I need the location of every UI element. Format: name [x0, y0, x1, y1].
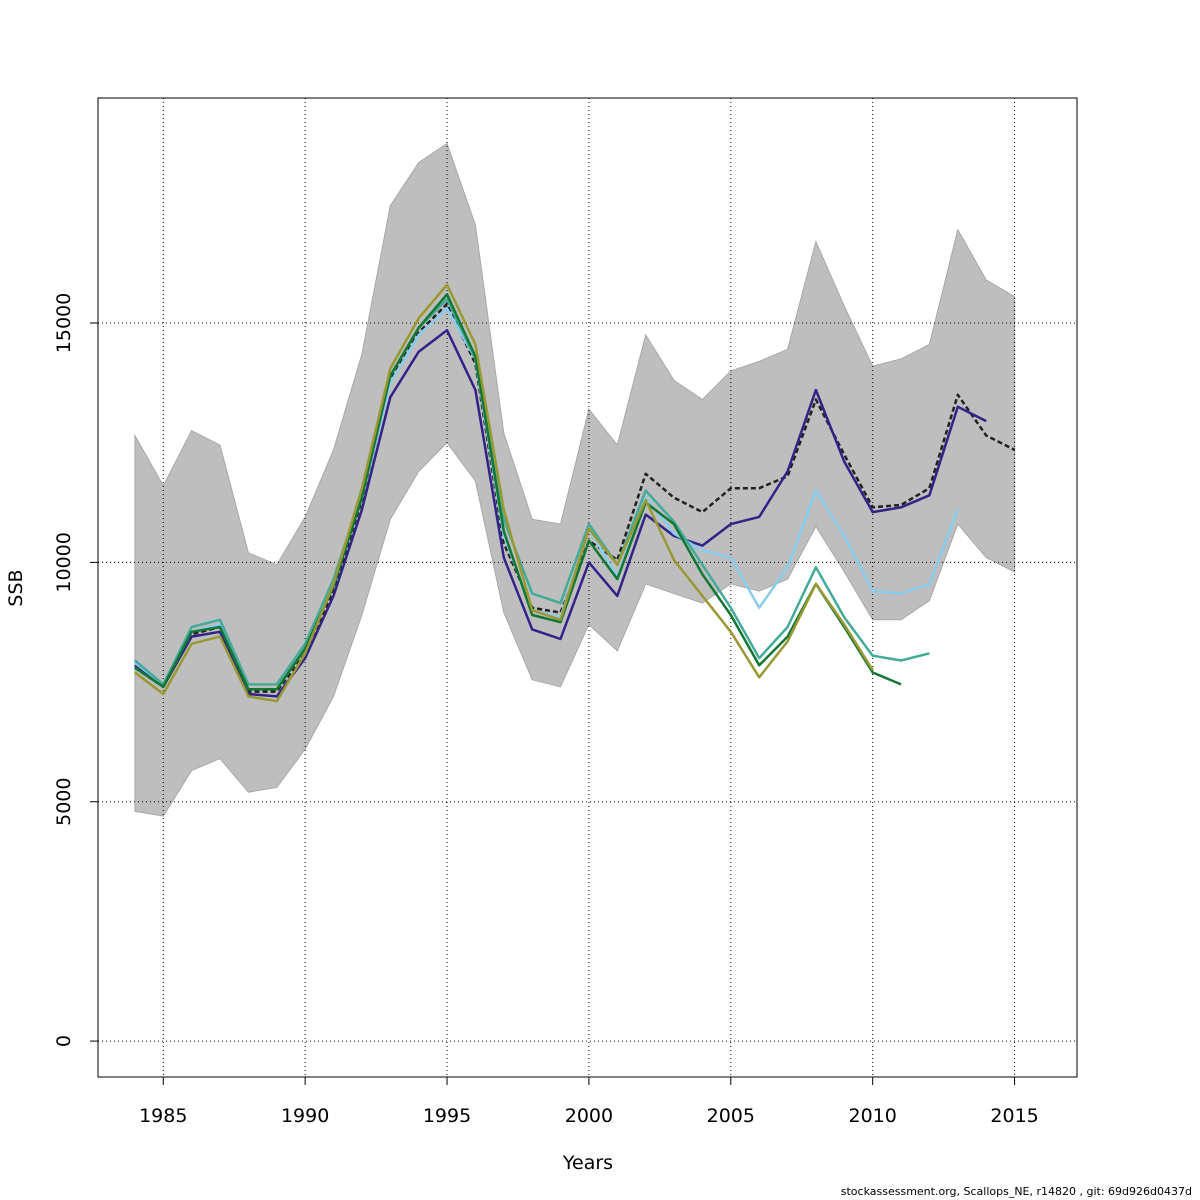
series-line-1 [134, 302, 1016, 693]
series-line-4 [134, 297, 930, 686]
x-tick-label: 2015 [990, 1105, 1038, 1127]
y-tick-label: 0 [53, 1035, 75, 1047]
x-axis-label: Years [562, 1152, 613, 1174]
confidence-band [134, 142, 1016, 817]
y-tick-label: 10000 [53, 532, 75, 592]
axis-layer: 1985 1990 1995 2000 2005 2010 2015 0 5000 10000 15… [53, 293, 1039, 1127]
y-axis-label: SSB [5, 569, 27, 606]
x-tick-label: 2000 [565, 1105, 613, 1127]
footer-credit: stockassessment.org, Scallops_NE, r14820… [840, 1185, 1192, 1198]
x-tick-label: 2010 [849, 1105, 897, 1127]
x-tick-label: 1995 [423, 1105, 471, 1127]
plot-frame [97, 97, 1078, 1078]
series-line-2 [134, 328, 987, 698]
x-tick-label: 1985 [139, 1105, 187, 1127]
series-line-6 [134, 283, 874, 703]
x-tick-label: 2005 [707, 1105, 755, 1127]
series-line-5 [134, 293, 902, 691]
confidence-band-layer [134, 142, 1016, 817]
series-layer [134, 283, 1016, 703]
x-tick-label: 1990 [281, 1105, 329, 1127]
y-tick-label: 15000 [53, 293, 75, 353]
y-tick-label: 5000 [53, 778, 75, 826]
